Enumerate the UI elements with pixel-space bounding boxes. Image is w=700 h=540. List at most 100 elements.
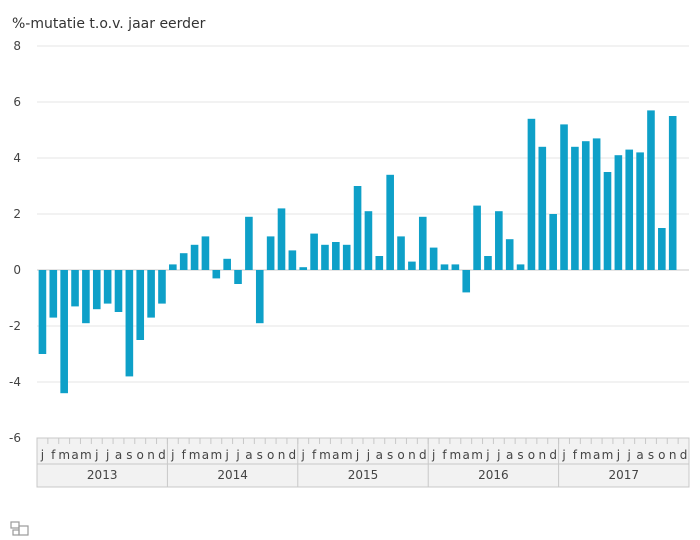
bar bbox=[592, 138, 601, 270]
month-label: a bbox=[115, 448, 122, 462]
month-label: s bbox=[517, 448, 523, 462]
bar bbox=[114, 270, 123, 312]
month-label: j bbox=[561, 448, 565, 462]
month-label: a bbox=[506, 448, 513, 462]
month-label: a bbox=[245, 448, 252, 462]
month-label: n bbox=[278, 448, 286, 462]
month-label: f bbox=[312, 448, 317, 462]
y-axis-title: %-mutatie t.o.v. jaar eerder bbox=[12, 16, 206, 32]
bar bbox=[625, 149, 634, 270]
month-label: j bbox=[616, 448, 620, 462]
bar bbox=[408, 261, 416, 270]
bar bbox=[60, 270, 68, 394]
bar bbox=[49, 270, 58, 318]
month-label: a bbox=[463, 448, 470, 462]
month-label: j bbox=[496, 448, 500, 462]
bar bbox=[375, 256, 384, 270]
bar bbox=[397, 236, 405, 270]
year-label: 2016 bbox=[478, 468, 509, 482]
month-label: m bbox=[189, 448, 201, 462]
month-label: n bbox=[538, 448, 546, 462]
bar bbox=[321, 244, 329, 270]
bar bbox=[277, 208, 286, 270]
month-label: o bbox=[137, 448, 144, 462]
month-label: m bbox=[580, 448, 592, 462]
bar bbox=[288, 250, 297, 270]
month-label: j bbox=[94, 448, 98, 462]
y-tick-label: 8 bbox=[13, 39, 21, 53]
bar bbox=[158, 270, 166, 304]
bar bbox=[484, 256, 492, 270]
month-label: o bbox=[267, 448, 274, 462]
y-tick-label: 0 bbox=[13, 263, 21, 277]
bar bbox=[71, 270, 79, 307]
bar bbox=[440, 264, 449, 270]
month-label: n bbox=[147, 448, 155, 462]
bar bbox=[364, 211, 373, 270]
y-tick-label: 4 bbox=[13, 151, 21, 165]
bar bbox=[310, 233, 318, 270]
month-label: j bbox=[170, 448, 174, 462]
bar bbox=[571, 146, 579, 270]
bar bbox=[560, 124, 568, 271]
bar bbox=[462, 270, 471, 293]
bar bbox=[38, 270, 47, 354]
month-label: j bbox=[40, 448, 44, 462]
bar bbox=[179, 253, 188, 270]
month-label: d bbox=[680, 448, 688, 462]
month-label: a bbox=[202, 448, 209, 462]
bar bbox=[451, 264, 460, 270]
bar bbox=[201, 236, 210, 270]
month-label: d bbox=[549, 448, 557, 462]
bar bbox=[353, 186, 362, 270]
year-label: 2015 bbox=[348, 468, 379, 482]
bar bbox=[418, 216, 427, 270]
bar bbox=[266, 236, 275, 270]
bar bbox=[495, 211, 503, 270]
month-label: f bbox=[573, 448, 578, 462]
month-label: d bbox=[419, 448, 427, 462]
bar bbox=[473, 205, 481, 270]
month-label: j bbox=[301, 448, 305, 462]
bar bbox=[658, 228, 666, 270]
bar bbox=[103, 270, 112, 304]
bar bbox=[636, 152, 644, 270]
cbs-logo-icon bbox=[10, 521, 29, 536]
month-label: a bbox=[332, 448, 339, 462]
month-label: j bbox=[485, 448, 489, 462]
bar bbox=[190, 244, 199, 270]
bar bbox=[668, 116, 677, 270]
bar bbox=[82, 270, 90, 324]
y-tick-label: 2 bbox=[13, 207, 21, 221]
bar bbox=[549, 214, 557, 270]
y-tick-label: -4 bbox=[9, 375, 21, 389]
bar bbox=[125, 270, 134, 377]
bar bbox=[386, 174, 394, 270]
bar bbox=[429, 247, 438, 270]
bar bbox=[255, 270, 264, 324]
month-label: n bbox=[669, 448, 677, 462]
month-label: n bbox=[408, 448, 416, 462]
month-label: j bbox=[235, 448, 239, 462]
bar bbox=[234, 270, 242, 284]
month-label: j bbox=[627, 448, 631, 462]
bar bbox=[136, 270, 145, 340]
month-label: j bbox=[431, 448, 435, 462]
month-label: f bbox=[182, 448, 187, 462]
month-label: j bbox=[224, 448, 228, 462]
month-label: m bbox=[471, 448, 483, 462]
year-label: 2017 bbox=[609, 468, 640, 482]
month-label: f bbox=[51, 448, 56, 462]
bar bbox=[603, 172, 612, 270]
bar bbox=[299, 267, 308, 270]
month-label: o bbox=[397, 448, 404, 462]
month-label: f bbox=[442, 448, 447, 462]
month-label: d bbox=[289, 448, 297, 462]
year-label: 2013 bbox=[87, 468, 118, 482]
month-label: s bbox=[648, 448, 654, 462]
bar bbox=[647, 110, 655, 271]
month-label: j bbox=[105, 448, 109, 462]
bar bbox=[212, 270, 221, 279]
bar bbox=[169, 264, 177, 270]
